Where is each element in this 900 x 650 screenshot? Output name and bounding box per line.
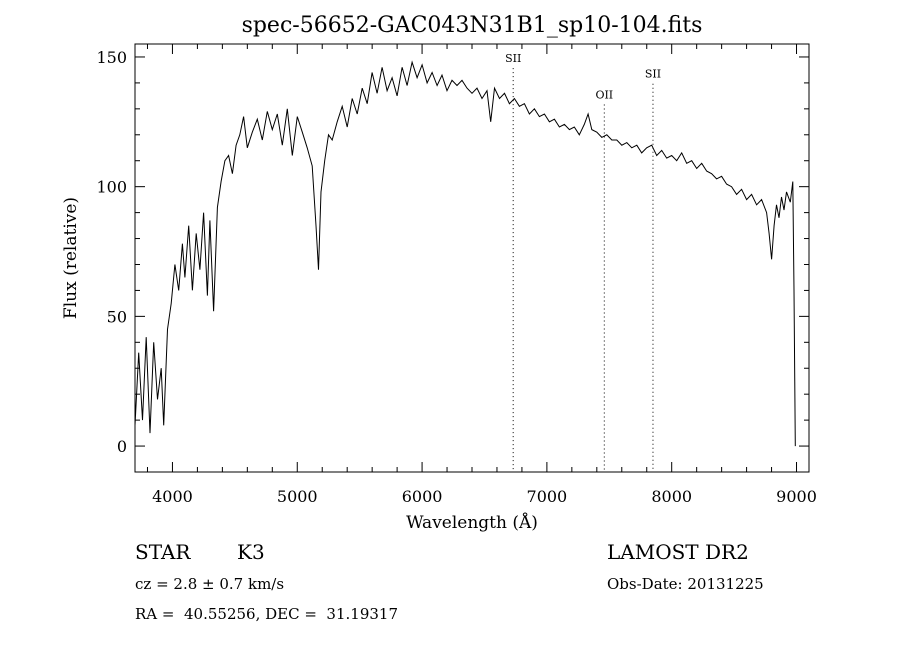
reference-lines	[512, 68, 654, 472]
line-label: SII	[645, 68, 661, 81]
x-tick-label: 9000	[776, 487, 817, 506]
chart-title: spec-56652-GAC043N31B1_sp10-104.fits	[242, 13, 703, 38]
axis-ticks	[135, 44, 809, 473]
x-tick-label: 5000	[277, 487, 318, 506]
object-class: STAR	[135, 540, 191, 564]
tick-labels: 4000 5000 6000 7000 8000 9000 0 50 100 150	[96, 48, 816, 506]
observation-date: Obs-Date: 20131225	[607, 575, 764, 593]
y-tick-label: 100	[96, 178, 127, 197]
x-tick-label: 4000	[152, 487, 193, 506]
x-tick-label: 8000	[651, 487, 692, 506]
survey-name: LAMOST DR2	[607, 540, 749, 564]
line-label: OII	[595, 88, 613, 101]
y-axis-label: Flux (relative)	[61, 197, 81, 319]
object-subclass: K3	[237, 540, 265, 564]
y-tick-label: 50	[107, 307, 127, 326]
redshift-velocity: cz = 2.8 ± 0.7 km/s	[135, 575, 285, 593]
line-annotations: SII OII SII	[505, 52, 661, 101]
x-tick-label: 6000	[402, 487, 443, 506]
x-axis-label: Wavelength (Å)	[406, 512, 538, 533]
plot-frame	[134, 43, 810, 473]
x-tick-label: 7000	[527, 487, 568, 506]
coordinates: RA = 40.55256, DEC = 31.19317	[135, 605, 399, 623]
spectrum-line	[134, 60, 796, 447]
line-label: SII	[505, 52, 521, 65]
y-tick-label: 150	[96, 48, 127, 67]
y-tick-label: 0	[117, 437, 127, 456]
